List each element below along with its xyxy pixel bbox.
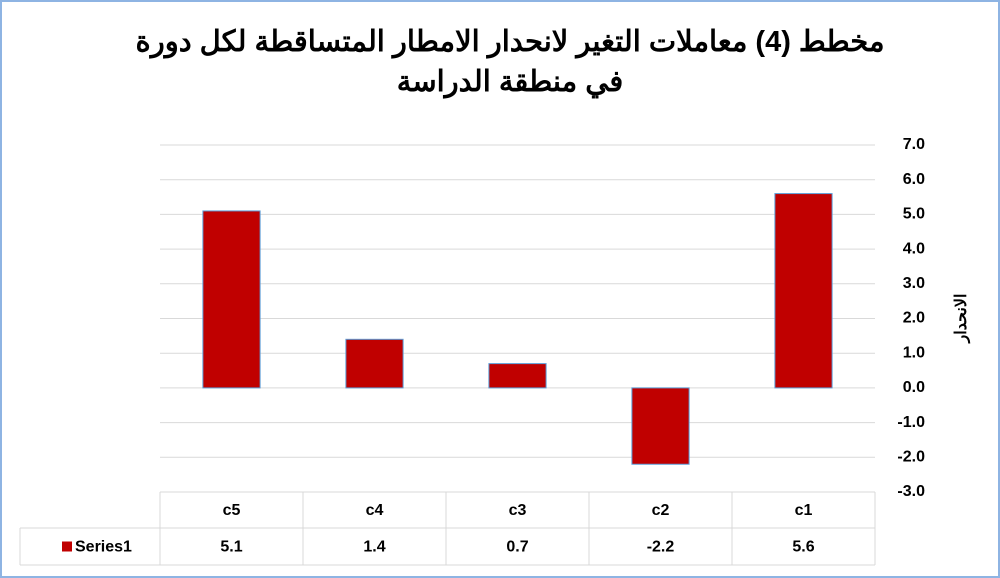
table-value: -2.2 (647, 539, 675, 556)
legend-swatch (62, 541, 72, 552)
y-tick-label: -2.0 (897, 449, 925, 466)
bar (345, 338, 404, 389)
x-tick-label: c5 (223, 502, 241, 519)
y-tick-label: -1.0 (897, 414, 925, 431)
bar (488, 363, 547, 389)
x-tick-label: c3 (509, 502, 527, 519)
table-value: 5.6 (792, 539, 814, 556)
table-value: 0.7 (506, 539, 528, 556)
y-tick-label: 6.0 (903, 171, 925, 188)
bar (774, 193, 833, 389)
x-tick-label: c4 (366, 502, 384, 519)
y-axis-title: الانحدار (953, 294, 971, 344)
bar (631, 387, 690, 465)
y-tick-label: 3.0 (903, 275, 925, 292)
y-tick-label: 2.0 (903, 310, 925, 327)
y-tick-label: -3.0 (897, 483, 925, 500)
table-value: 1.4 (363, 539, 385, 556)
y-tick-label: 1.0 (903, 344, 925, 361)
bar (202, 210, 261, 389)
table-value: 5.1 (220, 539, 242, 556)
x-tick-label: c2 (652, 502, 670, 519)
y-tick-label: 0.0 (903, 379, 925, 396)
y-tick-label: 7.0 (903, 136, 925, 153)
x-tick-label: c1 (795, 502, 813, 519)
y-tick-label: 4.0 (903, 240, 925, 257)
legend-label: Series1 (75, 539, 132, 556)
y-tick-label: 5.0 (903, 206, 925, 223)
chart-title: مخطط (4) معاملات التغير لانحدار الامطار … (135, 26, 885, 98)
